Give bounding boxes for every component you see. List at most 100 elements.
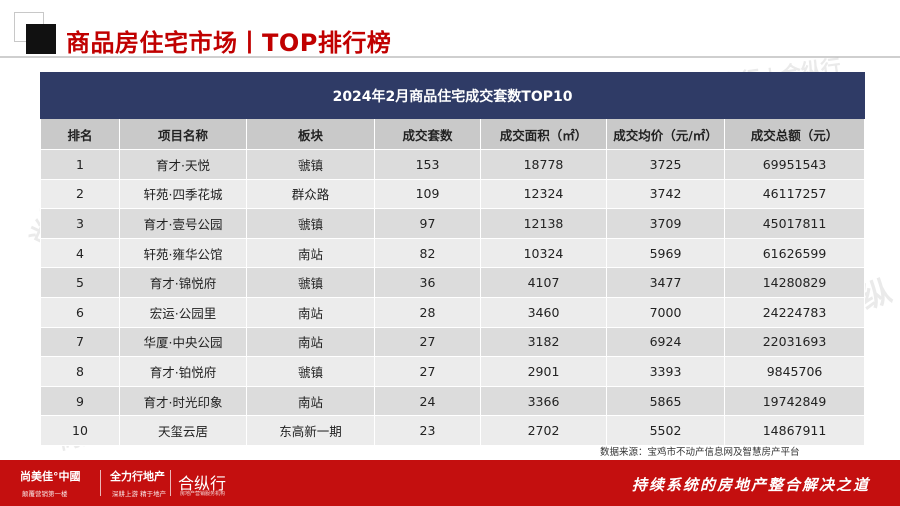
column-header: 排名 [40, 118, 120, 150]
table-cell: 61626599 [723, 237, 866, 269]
table-cell: 24224783 [723, 296, 866, 328]
page-title: 商品房住宅市场丨TOP排行榜 [66, 29, 392, 57]
table-cell: 虢镇 [246, 208, 375, 239]
table-cell: 69951543 [723, 149, 866, 180]
table-cell: 5 [40, 267, 120, 298]
table-cell: 2901 [480, 356, 607, 387]
table-row: 10 天玺云居 东高新一期 23 2702 5502 14867911 [40, 415, 866, 446]
column-header: 成交均价（元/㎡） [606, 118, 725, 150]
table-cell: 虢镇 [246, 149, 375, 180]
table-cell: 东高新一期 [246, 415, 375, 446]
footer-brand-tagline: 颠覆营销第一楼 [22, 490, 68, 498]
table-cell: 3725 [606, 149, 725, 180]
header-divider [0, 56, 900, 58]
table-row: 1 育才·天悦 虢镇 153 18778 3725 69951543 [40, 149, 866, 180]
table-cell: 育才·时光印象 [119, 385, 247, 417]
column-header: 成交面积（㎡） [480, 118, 607, 150]
table-cell: 10 [40, 415, 120, 446]
table-cell: 97 [374, 208, 481, 239]
table-cell: 2702 [480, 415, 607, 446]
footer-brand-tagline: 深耕上游 精于地产 [112, 490, 167, 498]
footer-divider [170, 470, 171, 496]
table-cell: 3366 [480, 385, 607, 417]
table-cell: 天玺云居 [119, 415, 247, 446]
table-cell: 5969 [606, 237, 725, 269]
table-row: 2 轩苑·四季花城 群众路 109 12324 3742 46117257 [40, 178, 866, 210]
table-cell: 153 [374, 149, 481, 180]
table-row: 8 育才·铂悦府 虢镇 27 2901 3393 9845706 [40, 356, 866, 387]
table-cell: 9 [40, 385, 120, 417]
column-header: 成交套数 [374, 118, 481, 150]
table-cell: 6 [40, 296, 120, 328]
table-cell: 南站 [246, 237, 375, 269]
footer-slogan: 持续系统的房地产整合解决之道 [631, 476, 870, 494]
table-cell: 6924 [606, 326, 725, 358]
table-body: 1 育才·天悦 虢镇 153 18778 3725 69951543 2 轩苑·四季花城 群众路 1… [40, 149, 866, 446]
table-cell: 育才·壹号公园 [119, 208, 247, 239]
table-cell: 3182 [480, 326, 607, 358]
table-cell: 10324 [480, 237, 607, 269]
table-cell: 14867911 [723, 415, 866, 446]
table-cell: 4 [40, 237, 120, 269]
table-cell: 7 [40, 326, 120, 358]
table-cell: 5502 [606, 415, 725, 446]
table-cell: 1 [40, 149, 120, 180]
footer-brand-tagline: 房地产营销服务机构 [180, 491, 226, 497]
table-cell: 4107 [480, 267, 607, 298]
table-cell: 轩苑·雍华公馆 [119, 237, 247, 269]
table-cell: 23 [374, 415, 481, 446]
table-cell: 轩苑·四季花城 [119, 178, 247, 210]
table-cell: 3393 [606, 356, 725, 387]
table-cell: 12324 [480, 178, 607, 210]
column-header: 板块 [246, 118, 375, 150]
table-cell: 9845706 [723, 356, 866, 387]
table-cell: 3709 [606, 208, 725, 239]
ranking-table-container: 2024年2月商品住宅成交套数TOP10 排名 项目名称 板块 成交套数 成交面… [39, 72, 866, 446]
table-row: 4 轩苑·雍华公馆 南站 82 10324 5969 61626599 [40, 237, 866, 269]
table-cell: 虢镇 [246, 267, 375, 298]
table-cell: 14280829 [723, 267, 866, 298]
table-cell: 虢镇 [246, 356, 375, 387]
footer-brand-logo: 尚美佳°中國 [20, 470, 81, 483]
table-cell: 南站 [246, 385, 375, 417]
footer-brand-logo: 全力行地产 [110, 470, 165, 483]
table-header-row: 排名 项目名称 板块 成交套数 成交面积（㎡） 成交均价（元/㎡） 成交总额（元… [40, 118, 866, 150]
table-cell: 46117257 [723, 178, 866, 210]
table-cell: 3460 [480, 296, 607, 328]
table-cell: 2 [40, 178, 120, 210]
table-cell: 群众路 [246, 178, 375, 210]
data-source-note: 数据来源：宝鸡市不动产信息网及智慧房产平台 [600, 447, 800, 458]
table-cell: 27 [374, 326, 481, 358]
footer-bar: 尚美佳°中國 颠覆营销第一楼 全力行地产 深耕上游 精于地产 合纵行 房地产营销… [0, 460, 900, 506]
table-cell: 45017811 [723, 208, 866, 239]
table-cell: 育才·锦悦府 [119, 267, 247, 298]
table-cell: 宏运·公园里 [119, 296, 247, 328]
table-cell: 7000 [606, 296, 725, 328]
ranking-table: 2024年2月商品住宅成交套数TOP10 排名 项目名称 板块 成交套数 成交面… [39, 72, 866, 446]
table-cell: 18778 [480, 149, 607, 180]
footer-brand-logo: 合纵行 [178, 474, 227, 493]
table-cell: 3742 [606, 178, 725, 210]
table-cell: 36 [374, 267, 481, 298]
table-cell: 3 [40, 208, 120, 239]
table-cell: 19742849 [723, 385, 866, 417]
table-cell: 109 [374, 178, 481, 210]
table-cell: 82 [374, 237, 481, 269]
table-row: 9 育才·时光印象 南站 24 3366 5865 19742849 [40, 385, 866, 417]
table-cell: 27 [374, 356, 481, 387]
table-cell: 5865 [606, 385, 725, 417]
table-row: 5 育才·锦悦府 虢镇 36 4107 3477 14280829 [40, 267, 866, 298]
footer-divider [100, 470, 101, 496]
table-cell: 24 [374, 385, 481, 417]
table-cell: 南站 [246, 296, 375, 328]
column-header: 成交总额（元） [723, 118, 866, 150]
column-header: 项目名称 [119, 118, 247, 150]
table-cell: 育才·天悦 [119, 149, 247, 180]
table-cell: 22031693 [723, 326, 866, 358]
table-cell: 8 [40, 356, 120, 387]
table-cell: 育才·铂悦府 [119, 356, 247, 387]
table-cell: 华厦·中央公园 [119, 326, 247, 358]
table-cell: 南站 [246, 326, 375, 358]
table-cell: 12138 [480, 208, 607, 239]
table-cell: 3477 [606, 267, 725, 298]
